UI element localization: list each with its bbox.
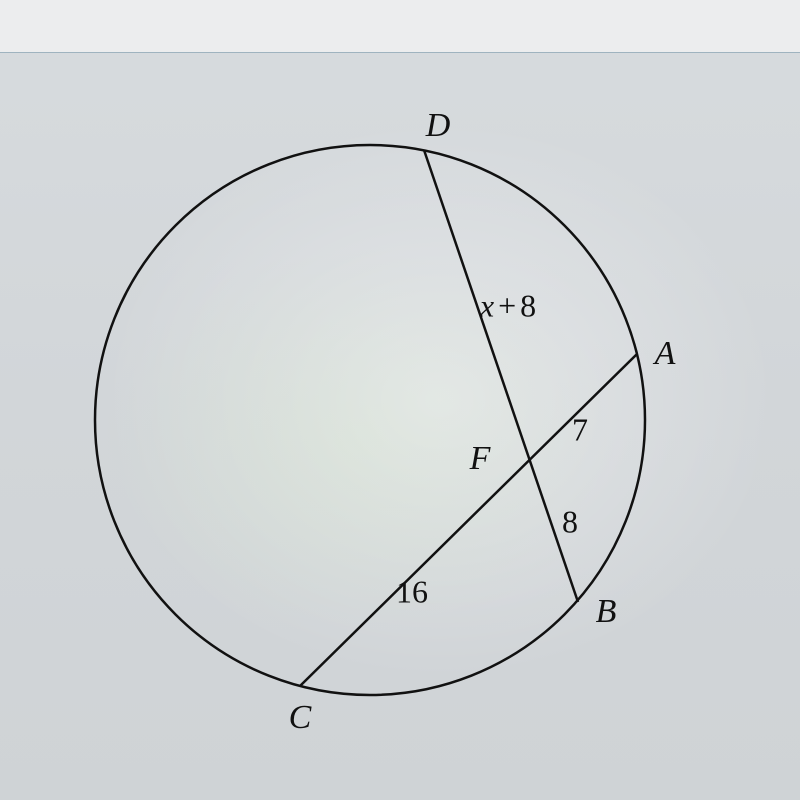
diagram-svg [0, 0, 800, 800]
expr-var: x [480, 288, 494, 324]
seg-label-FB: 8 [562, 504, 578, 541]
page: D A B C F x+8 7 8 16 [0, 0, 800, 800]
expr-plus: + [494, 288, 520, 324]
label-A: A [655, 335, 676, 373]
chord-AC [300, 354, 637, 686]
expr-const: 8 [520, 288, 536, 324]
label-C: C [289, 699, 312, 737]
seg-label-FC: 16 [396, 574, 428, 611]
circle-outline [95, 145, 645, 695]
label-F: F [470, 440, 491, 478]
label-B: B [596, 593, 617, 631]
geometry-diagram: D A B C F x+8 7 8 16 [0, 0, 800, 800]
seg-label-DF: x+8 [480, 288, 536, 325]
label-D: D [426, 107, 451, 145]
seg-label-FA: 7 [572, 412, 588, 449]
